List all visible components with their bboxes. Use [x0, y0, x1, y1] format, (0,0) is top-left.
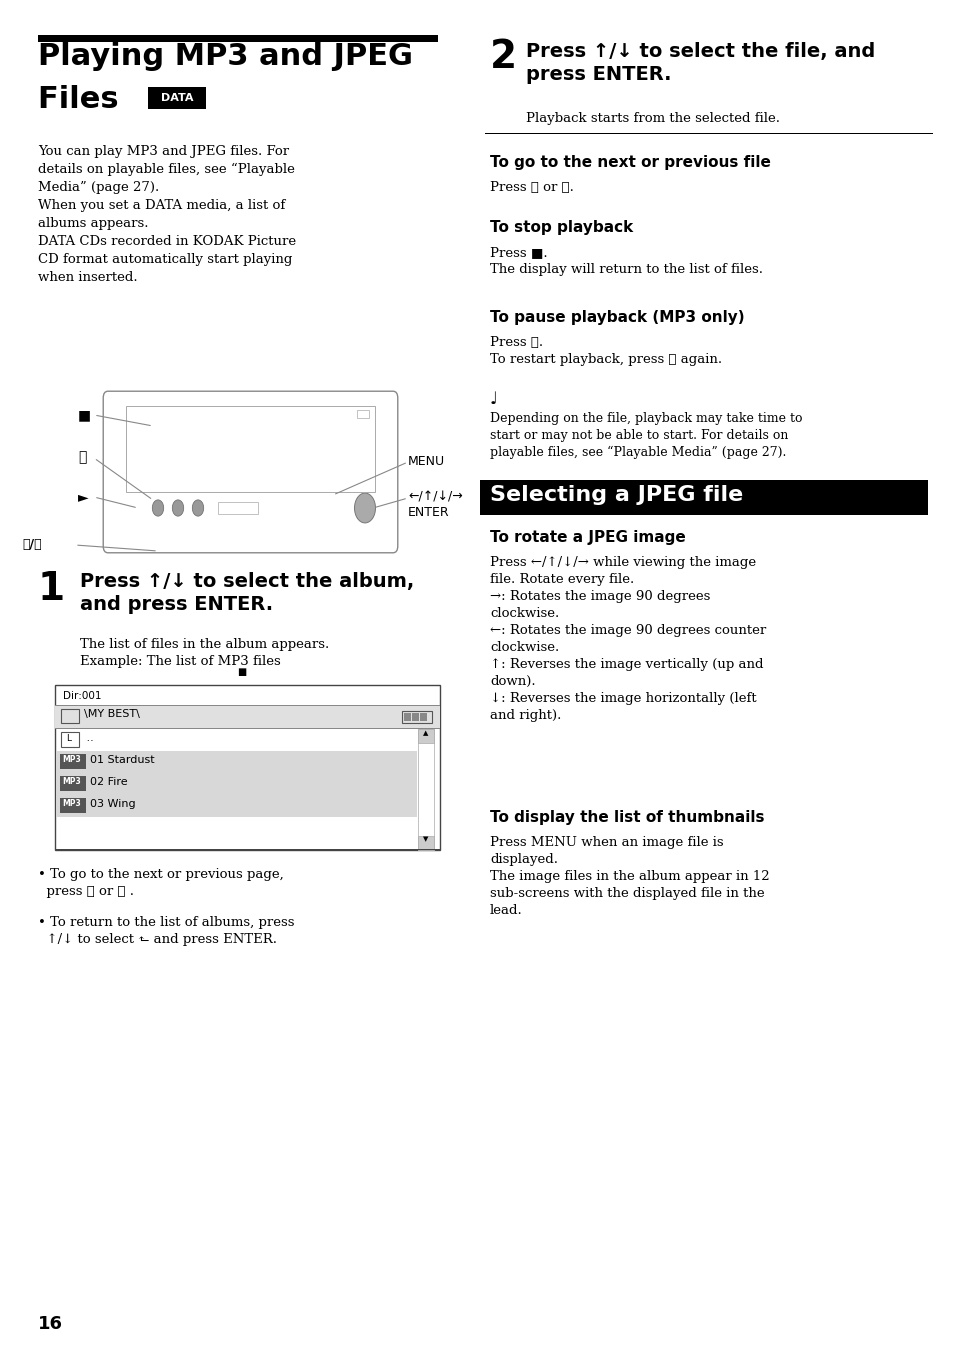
Bar: [403, 712, 411, 721]
Text: Playback starts from the selected file.: Playback starts from the selected file.: [525, 113, 780, 125]
Text: To stop playback: To stop playback: [490, 220, 633, 235]
Bar: [417, 836, 434, 849]
Text: Press ←/↑/↓/→ while viewing the image
file. Rotate every file.
→: Rotates the im: Press ←/↑/↓/→ while viewing the image fi…: [490, 556, 765, 722]
Bar: [61, 708, 79, 723]
Text: To display the list of thumbnails: To display the list of thumbnails: [490, 810, 763, 825]
Text: ▼: ▼: [423, 836, 428, 841]
Text: ►: ►: [78, 490, 89, 503]
Text: Dir:001: Dir:001: [63, 691, 101, 702]
Circle shape: [172, 499, 184, 516]
Bar: [55, 685, 439, 849]
Bar: [419, 712, 427, 721]
Text: ⏮/⏭: ⏮/⏭: [22, 537, 42, 551]
Bar: [56, 773, 416, 795]
Text: MP3: MP3: [62, 754, 81, 764]
Text: ■: ■: [78, 408, 91, 422]
Text: 02 Fire: 02 Fire: [90, 778, 128, 787]
Text: MENU: MENU: [408, 455, 445, 468]
Text: The list of files in the album appears.
Example: The list of MP3 files: The list of files in the album appears. …: [80, 638, 329, 668]
Text: MP3: MP3: [62, 799, 81, 807]
Text: 01 Stardust: 01 Stardust: [90, 754, 154, 765]
Bar: [56, 795, 416, 817]
Text: ⏸: ⏸: [78, 451, 87, 464]
Text: • To go to the next or previous page,
  press ⏭ or ⏮ .: • To go to the next or previous page, pr…: [38, 868, 283, 898]
Text: 2: 2: [490, 38, 517, 76]
Text: Press ↑/↓ to select the file, and
press ENTER.: Press ↑/↓ to select the file, and press …: [525, 42, 874, 84]
Bar: [38, 35, 437, 42]
Text: 03 Wing: 03 Wing: [90, 799, 135, 809]
Text: DATA: DATA: [161, 94, 193, 103]
Circle shape: [152, 499, 164, 516]
Circle shape: [355, 493, 375, 522]
Text: To rotate a JPEG image: To rotate a JPEG image: [490, 531, 685, 546]
Bar: [60, 798, 86, 813]
Text: ■: ■: [237, 668, 247, 677]
Text: ▲: ▲: [423, 730, 428, 735]
Bar: [417, 729, 434, 744]
Bar: [56, 750, 416, 773]
Bar: [218, 502, 257, 514]
Text: \MY BEST\: \MY BEST\: [84, 708, 143, 719]
Bar: [55, 706, 439, 727]
Bar: [479, 480, 927, 516]
Bar: [61, 731, 79, 746]
Text: Press ⏸.
To restart playback, press ⏸ again.: Press ⏸. To restart playback, press ⏸ ag…: [490, 337, 721, 366]
Circle shape: [193, 499, 204, 516]
Text: Press ⏭ or ⏮.: Press ⏭ or ⏮.: [490, 180, 574, 194]
Text: ←/↑/↓/→
ENTER: ←/↑/↓/→ ENTER: [408, 490, 462, 518]
Text: Press ■.
The display will return to the list of files.: Press ■. The display will return to the …: [490, 246, 762, 275]
Bar: [60, 776, 86, 791]
Text: 16: 16: [38, 1315, 63, 1333]
Bar: [126, 406, 375, 493]
Text: Files: Files: [38, 85, 129, 114]
Text: ♩: ♩: [490, 389, 497, 408]
Text: MP3: MP3: [62, 778, 81, 786]
Text: You can play MP3 and JPEG files. For
details on playable files, see “Playable
Me: You can play MP3 and JPEG files. For det…: [38, 145, 295, 285]
Bar: [356, 410, 369, 418]
Text: Selecting a JPEG file: Selecting a JPEG file: [490, 484, 742, 505]
Text: L: L: [66, 734, 71, 744]
Bar: [401, 711, 432, 723]
Text: • To return to the list of albums, press
  ↑/↓ to select ⬑ and press ENTER.: • To return to the list of albums, press…: [38, 916, 294, 946]
Bar: [412, 712, 418, 721]
Bar: [148, 87, 206, 109]
Text: To pause playback (MP3 only): To pause playback (MP3 only): [490, 309, 744, 324]
Text: To go to the next or previous file: To go to the next or previous file: [490, 155, 770, 170]
Text: 1: 1: [38, 570, 65, 608]
Text: Depending on the file, playback may take time to
start or may not be able to sta: Depending on the file, playback may take…: [490, 413, 801, 459]
Bar: [60, 754, 86, 769]
Bar: [417, 729, 434, 849]
Text: ..: ..: [83, 733, 93, 744]
Text: Press MENU when an image file is
displayed.
The image files in the album appear : Press MENU when an image file is display…: [490, 836, 769, 917]
Text: Press ↑/↓ to select the album,
and press ENTER.: Press ↑/↓ to select the album, and press…: [80, 573, 414, 613]
Text: Playing MP3 and JPEG: Playing MP3 and JPEG: [38, 42, 413, 71]
